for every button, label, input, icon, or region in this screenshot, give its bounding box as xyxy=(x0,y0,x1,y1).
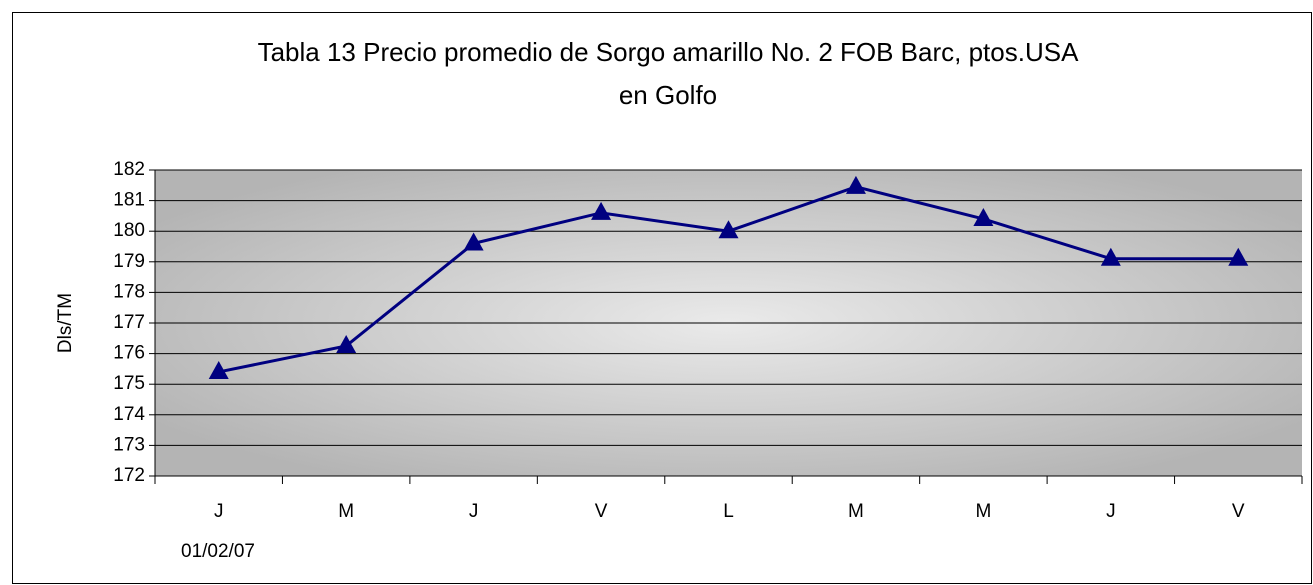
y-tick-label: 175 xyxy=(113,373,145,394)
x-tick-label: V xyxy=(1232,501,1245,522)
x-tick-label: J xyxy=(1106,501,1116,522)
y-tick-label: 181 xyxy=(113,190,145,211)
x-tick-label: J xyxy=(214,501,224,522)
y-tick-label: 178 xyxy=(113,281,145,302)
y-tick-label: 179 xyxy=(113,251,145,272)
chart-title: en Golfo xyxy=(619,80,717,110)
y-tick-label: 176 xyxy=(113,343,145,364)
y-tick-label: 173 xyxy=(113,434,145,455)
marker xyxy=(208,360,229,379)
marker xyxy=(463,232,484,251)
chart-title: Tabla 13 Precio promedio de Sorgo amaril… xyxy=(258,37,1079,67)
x-tick-label: L xyxy=(723,501,734,522)
x-tick-label: M xyxy=(975,501,991,522)
x-tick-label: M xyxy=(848,501,864,522)
y-tick-label: 172 xyxy=(113,465,145,486)
marker xyxy=(973,207,994,226)
x-date-label: 01/02/07 xyxy=(181,541,255,562)
x-tick-label: V xyxy=(595,501,608,522)
y-tick-label: 174 xyxy=(113,404,145,425)
marker xyxy=(718,220,739,239)
marker xyxy=(1100,247,1121,266)
marker xyxy=(1228,247,1249,266)
y-tick-label: 177 xyxy=(113,312,145,333)
marker xyxy=(591,201,612,220)
y-tick-label: 180 xyxy=(113,220,145,241)
x-tick-label: M xyxy=(338,501,354,522)
x-tick-label: J xyxy=(469,501,479,522)
y-tick-label: 182 xyxy=(113,159,145,180)
marker xyxy=(845,175,866,194)
marker xyxy=(336,334,357,353)
y-axis-label: Dls/TM xyxy=(55,293,76,353)
